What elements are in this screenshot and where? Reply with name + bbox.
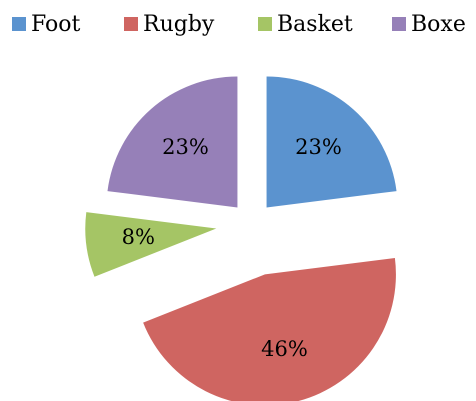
legend-text: Rugby — [143, 12, 215, 37]
legend-text: Foot — [31, 12, 81, 37]
legend-swatch — [258, 17, 272, 31]
legend-swatch — [124, 17, 138, 31]
slice-label: 23% — [162, 135, 209, 159]
legend-text: Boxe — [411, 12, 466, 37]
legend-swatch — [392, 17, 406, 31]
pie: 23% 46% 8% 23% — [85, 76, 397, 401]
pie-slice — [107, 76, 238, 208]
slice-label: 8% — [122, 225, 155, 249]
slice-label: 23% — [295, 135, 342, 159]
pie-slice — [85, 212, 217, 277]
legend: Foot Rugby Basket Boxe — [12, 12, 466, 37]
pie-slice — [266, 76, 397, 208]
legend-swatch — [12, 17, 26, 31]
pie-slice — [143, 257, 396, 401]
legend-text: Basket — [277, 12, 353, 37]
slice-label: 46% — [261, 337, 308, 361]
